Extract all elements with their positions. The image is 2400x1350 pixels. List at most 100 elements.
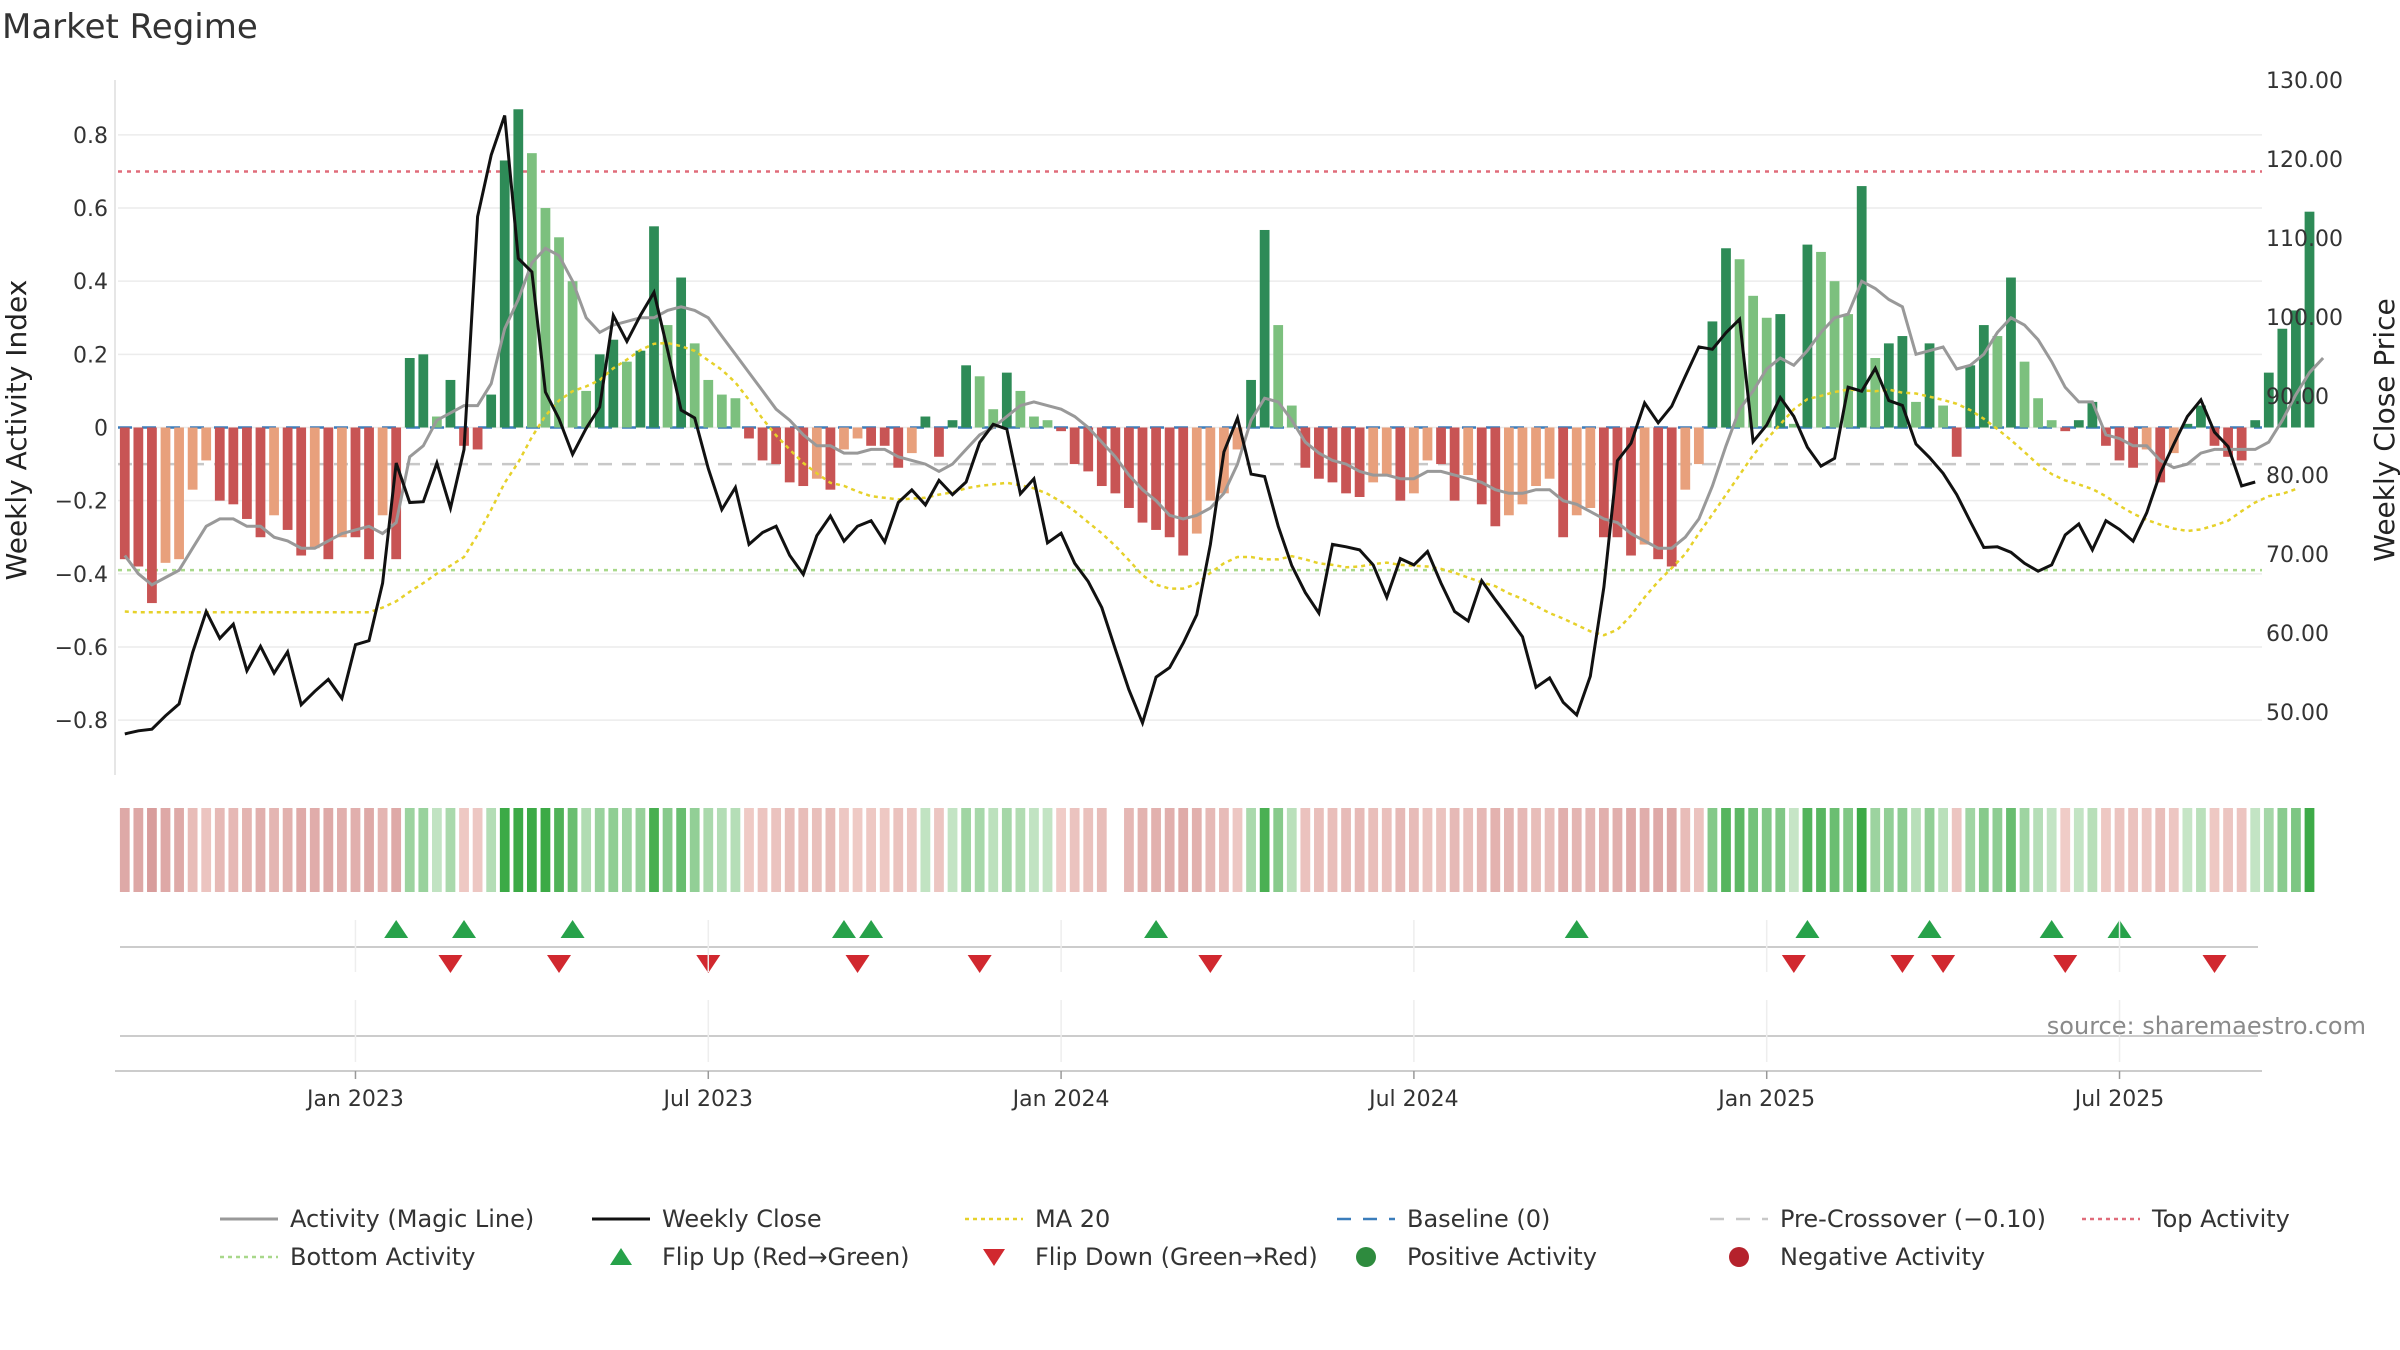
regime-cell xyxy=(432,808,442,892)
activity-bar xyxy=(2236,427,2247,461)
regime-cell xyxy=(296,808,307,892)
activity-bar xyxy=(1395,427,1406,501)
legend-label: Baseline (0) xyxy=(1407,1205,1550,1233)
regime-cell xyxy=(1151,808,1161,892)
activity-bar xyxy=(201,427,212,461)
legend: Activity (Magic Line) Weekly Close MA 20 Ba… xyxy=(220,1205,2290,1271)
regime-cell xyxy=(526,808,537,892)
y-tick-left: 0 xyxy=(94,417,108,442)
regime-cell xyxy=(1883,808,1894,892)
activity-bar xyxy=(174,427,184,560)
regime-cell xyxy=(1504,808,1514,892)
regime-cell xyxy=(1259,808,1270,892)
activity-bar xyxy=(1788,423,1799,428)
activity-bar xyxy=(594,354,605,428)
activity-bar xyxy=(689,343,700,428)
activity-bar xyxy=(1259,229,1270,428)
regime-cell xyxy=(282,808,293,892)
activity-bar xyxy=(716,394,727,428)
y-tick-left: 0.2 xyxy=(73,343,108,368)
regime-cell xyxy=(1191,808,1202,892)
activity-bar xyxy=(1544,427,1555,479)
activity-bar xyxy=(1069,427,1080,465)
regime-cell xyxy=(1775,808,1786,892)
chart-title: Market Regime xyxy=(2,7,258,47)
activity-bar xyxy=(2196,405,2206,428)
activity-bar xyxy=(703,379,714,428)
regime-cell xyxy=(1029,808,1039,892)
regime-cell xyxy=(2087,808,2098,892)
regime-cell xyxy=(174,808,184,892)
regime-cell xyxy=(635,808,646,892)
legend-label: Flip Down (Green→Red) xyxy=(1035,1243,1318,1271)
flip-down-marker xyxy=(438,955,463,973)
activity-bar xyxy=(1517,427,1528,505)
activity-bar xyxy=(1829,281,1840,428)
regime-cell xyxy=(567,808,578,892)
x-tick-label: Jul 2023 xyxy=(662,1087,754,1112)
regime-cell xyxy=(730,808,741,892)
regime-cell xyxy=(947,808,958,892)
activity-bar xyxy=(2060,427,2071,432)
regime-cell xyxy=(1001,808,1012,892)
regime-cell xyxy=(581,808,592,892)
y-tick-left: −0.2 xyxy=(55,490,108,515)
regime-cell xyxy=(2006,808,2016,892)
activity-bar xyxy=(499,160,510,428)
activity-bar xyxy=(1734,259,1745,428)
activity-bar xyxy=(2277,328,2288,428)
regime-cell xyxy=(540,808,551,892)
regime-cell xyxy=(825,808,836,892)
regime-cell xyxy=(1924,808,1935,892)
regime-cell xyxy=(255,808,266,892)
legend-item: Negative Activity xyxy=(1729,1243,1985,1271)
activity-bar xyxy=(879,427,890,446)
regime-cell xyxy=(1083,808,1094,892)
activity-bar xyxy=(242,427,252,519)
activity-bar xyxy=(2006,277,2016,428)
regime-cell xyxy=(1069,808,1080,892)
legend-swatch xyxy=(610,1248,632,1265)
flip-up-marker xyxy=(452,920,477,938)
regime-cell xyxy=(1965,808,1976,892)
regime-cell xyxy=(459,808,469,892)
regime-cell xyxy=(2168,808,2179,892)
regime-cell xyxy=(2223,808,2233,892)
activity-bar xyxy=(1056,427,1066,432)
activity-bar xyxy=(255,427,266,538)
regime-cell xyxy=(920,808,931,892)
activity-bar xyxy=(621,361,632,428)
regime-cell xyxy=(1422,808,1433,892)
activity-bar xyxy=(1246,379,1256,428)
activity-bar xyxy=(486,394,497,428)
regime-cell xyxy=(309,808,320,892)
activity-bar xyxy=(2033,398,2043,428)
activity-bar xyxy=(133,427,144,567)
activity-bar xyxy=(1531,427,1541,487)
regime-cell xyxy=(1341,808,1351,892)
regime-cell xyxy=(133,808,144,892)
legend-label: Positive Activity xyxy=(1407,1243,1597,1271)
regime-cell xyxy=(1137,808,1148,892)
regime-cell xyxy=(1585,808,1596,892)
legend-label: MA 20 xyxy=(1035,1205,1110,1233)
activity-bar xyxy=(852,427,863,439)
x-tick-label: Jan 2023 xyxy=(305,1087,404,1112)
activity-bar xyxy=(1354,427,1365,497)
regime-cell xyxy=(798,808,809,892)
regime-cell xyxy=(1368,808,1379,892)
regime-cell xyxy=(2046,808,2057,892)
legend-label: Negative Activity xyxy=(1780,1243,1985,1271)
flip-down-marker xyxy=(2202,955,2227,973)
flip-markers-panel xyxy=(115,920,2262,1072)
regime-cell xyxy=(608,808,619,892)
regime-cell xyxy=(1680,808,1691,892)
activity-bar xyxy=(1571,427,1582,516)
regime-cell xyxy=(594,808,605,892)
activity-bar xyxy=(309,427,320,549)
activity-bar xyxy=(1422,427,1433,461)
activity-bar xyxy=(1476,427,1487,505)
activity-bar xyxy=(1381,427,1392,476)
flip-up-marker xyxy=(1564,920,1589,938)
flip-down-marker xyxy=(547,955,572,973)
